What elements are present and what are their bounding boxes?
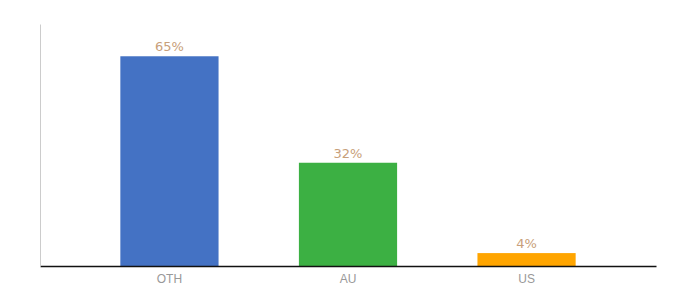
data-label: 32%	[334, 146, 363, 161]
x-tick: OTH	[157, 272, 182, 286]
bar	[120, 56, 218, 266]
x-tick-label: US	[518, 272, 535, 286]
y-axis-line	[40, 25, 41, 267]
x-tick: AU	[340, 272, 357, 286]
x-tick-label: AU	[340, 272, 357, 286]
x-tick: US	[518, 272, 535, 286]
y-axis	[40, 25, 41, 267]
bar	[477, 253, 575, 266]
bars	[120, 56, 575, 266]
chart-svg: OTH AU US 65% 32% 4%	[0, 0, 680, 300]
plot-area: OTH AU US 65% 32% 4%	[41, 25, 657, 286]
x-tick-label: OTH	[157, 272, 182, 286]
data-label: 65%	[155, 39, 184, 54]
data-label: 4%	[516, 236, 537, 251]
x-axis-line	[41, 266, 657, 268]
data-labels: 65% 32% 4%	[155, 39, 537, 251]
bar	[299, 163, 397, 266]
x-axis: OTH AU US	[41, 267, 657, 286]
chart-container: OTH AU US 65% 32% 4%	[0, 0, 680, 300]
